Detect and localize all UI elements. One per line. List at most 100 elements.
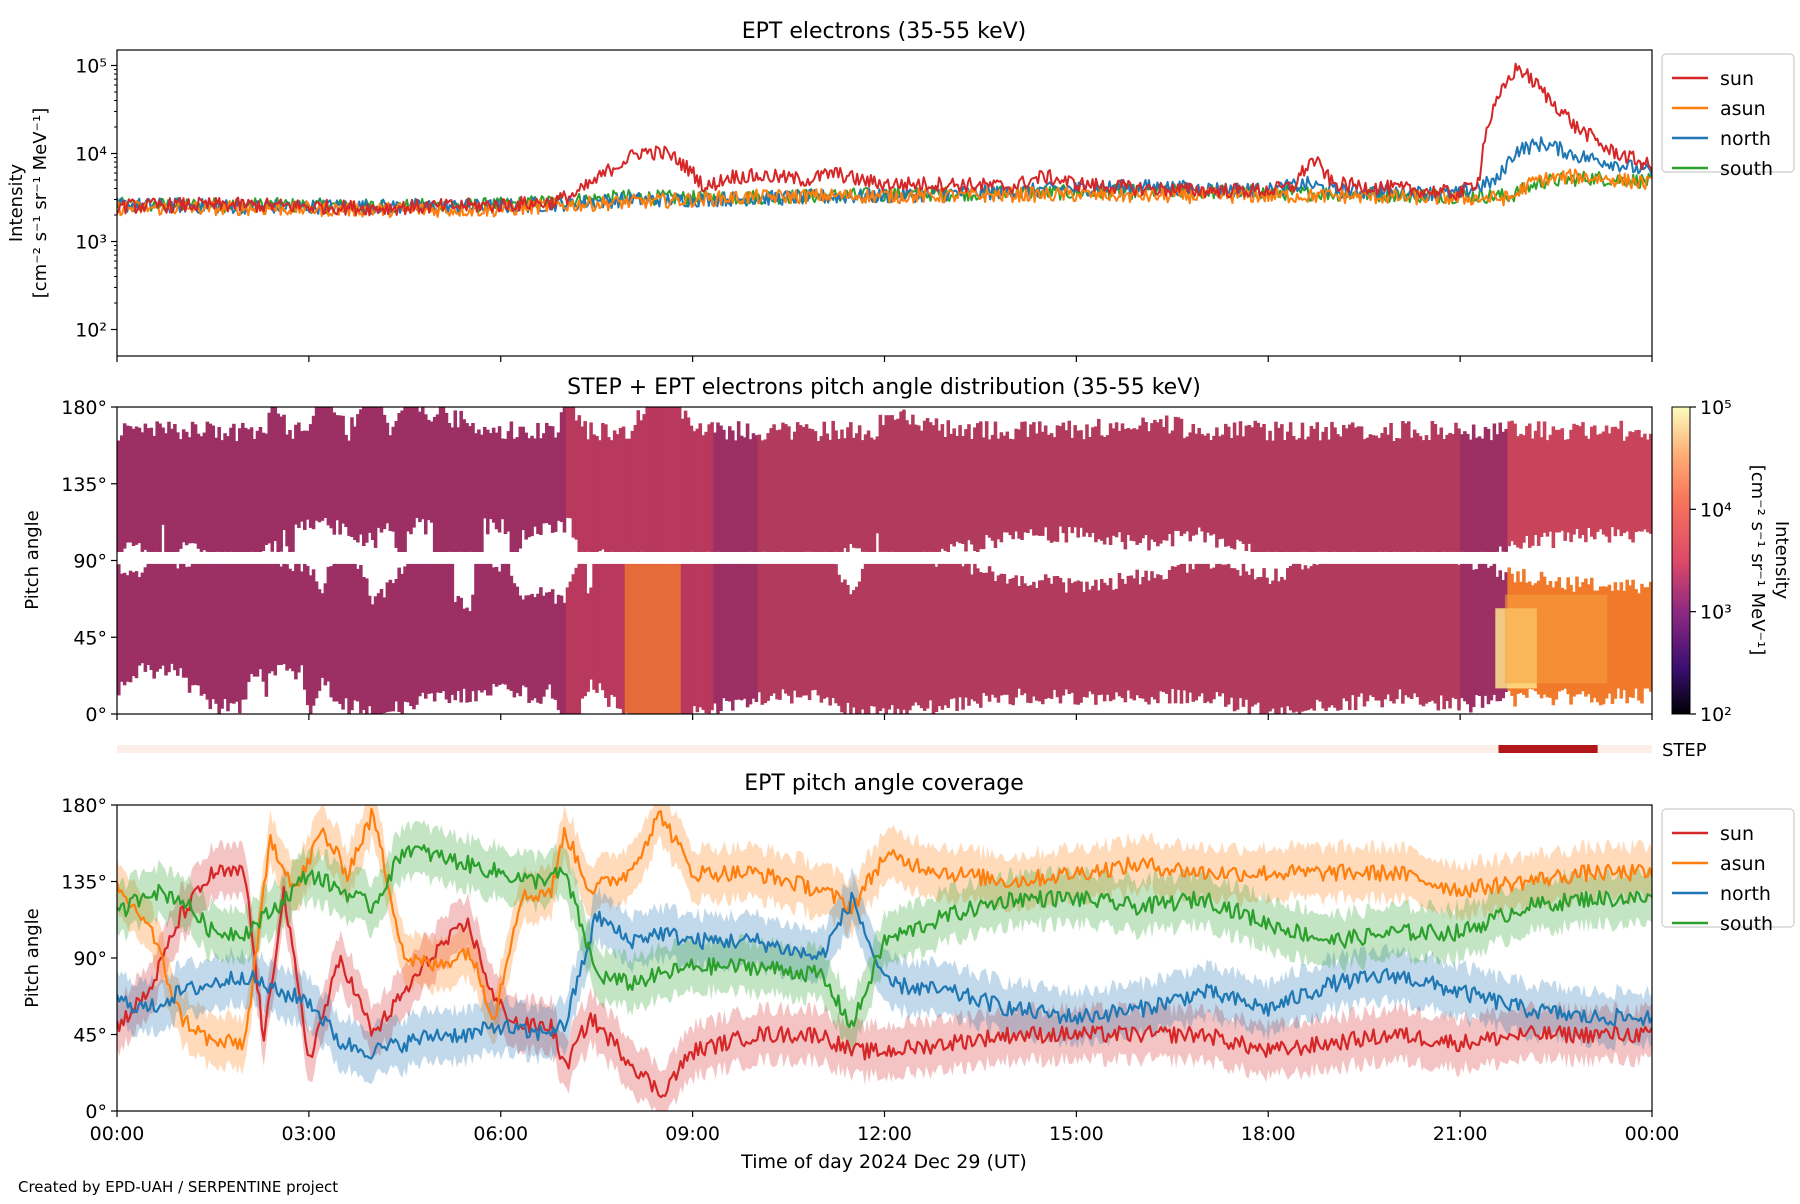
heatmap-column-high xyxy=(1359,426,1364,552)
heatmap-column-high xyxy=(1129,429,1134,541)
panel1-title: EPT electrons (35-55 keV) xyxy=(742,19,1027,44)
heatmap-column-low xyxy=(607,563,611,707)
heatmap-column-low xyxy=(1377,563,1382,701)
heatmap-column-high xyxy=(1533,430,1538,535)
heatmap-column-low xyxy=(769,563,773,696)
heatmap-column-high xyxy=(117,440,121,552)
heatmap-column-high xyxy=(214,437,218,552)
heatmap-column-low xyxy=(506,563,511,690)
heatmap-column-low xyxy=(1297,563,1302,714)
heatmap-column-high xyxy=(1082,439,1086,537)
heatmap-column-high xyxy=(512,438,517,552)
panel1-legend-label-south: south xyxy=(1720,158,1773,180)
heatmap-column-high xyxy=(914,424,918,552)
heatmap-column-high xyxy=(220,440,224,552)
heatmap-column-low xyxy=(1607,584,1612,694)
heatmap-column-low xyxy=(1026,585,1030,703)
heatmap-column-low xyxy=(1035,588,1039,701)
heatmap-column-low xyxy=(648,563,652,714)
heatmap-column-low xyxy=(394,579,399,702)
heatmap-column-low xyxy=(545,592,549,690)
heatmap-column-low xyxy=(193,563,198,685)
heatmap-column-low xyxy=(273,563,278,676)
heatmap-column-low xyxy=(674,563,679,714)
heatmap-column-low xyxy=(1159,575,1163,692)
heatmap-column-high xyxy=(607,437,611,552)
heatmap-column-high xyxy=(465,423,469,552)
colorbar-tick-label: 10³ xyxy=(1700,602,1732,624)
heatmap-column-low xyxy=(1415,563,1420,698)
heatmap-column-high xyxy=(515,437,520,552)
heatmap-column-high xyxy=(1531,438,1535,546)
heatmap-column-high xyxy=(1297,438,1302,552)
heatmap-column-low xyxy=(849,594,853,714)
heatmap-column-low xyxy=(1179,563,1184,704)
heatmap-column-high xyxy=(1150,423,1154,540)
heatmap-column-low xyxy=(1451,563,1455,698)
heatmap-column-high xyxy=(1486,428,1491,552)
heatmap-column-high xyxy=(583,421,587,552)
heatmap-column-low xyxy=(1277,581,1281,714)
heatmap-column-high xyxy=(1451,434,1455,552)
heatmap-column-high xyxy=(1091,427,1095,533)
panel3-title: EPT pitch angle coverage xyxy=(744,771,1024,796)
heatmap-column-high xyxy=(1306,436,1311,552)
heatmap-column-high xyxy=(725,439,729,552)
heatmap-column-high xyxy=(1649,433,1652,534)
heatmap-column-high xyxy=(1032,422,1036,536)
heatmap-column-low xyxy=(1265,577,1269,714)
heatmap-column-high xyxy=(539,438,543,535)
heatmap-column-low xyxy=(1427,563,1432,702)
heatmap-column-high xyxy=(719,425,723,552)
heatmap-column-low xyxy=(131,572,136,677)
heatmap-column-high xyxy=(329,407,334,529)
heatmap-column-high xyxy=(418,411,422,523)
heatmap-column-high xyxy=(1469,439,1473,552)
heatmap-column-low xyxy=(294,563,298,680)
heatmap-column-high xyxy=(707,424,711,552)
heatmap-column-high xyxy=(480,434,484,552)
heatmap-column-low xyxy=(757,563,762,693)
heatmap-column-low xyxy=(332,563,337,702)
heatmap-column-low xyxy=(1619,582,1624,699)
heatmap-column-high xyxy=(1439,427,1444,552)
heatmap-column-high xyxy=(1162,427,1166,541)
heatmap-column-low xyxy=(1070,583,1075,693)
step-label: STEP xyxy=(1662,740,1707,761)
heatmap-column-high xyxy=(376,407,381,528)
heatmap-column-high xyxy=(1637,429,1641,532)
heatmap-column-low xyxy=(1457,564,1461,711)
heatmap-column-low xyxy=(716,563,720,714)
heatmap-column-high xyxy=(264,433,269,545)
heatmap-column-low xyxy=(300,571,304,666)
heatmap-column-high xyxy=(1409,437,1414,552)
colorbar-label-line2: [cm⁻² s⁻¹ sr⁻¹ MeV⁻¹] xyxy=(1747,465,1768,656)
heatmap-column-high xyxy=(852,437,856,548)
heatmap-column-high xyxy=(1374,435,1379,552)
heatmap-column-high xyxy=(1401,421,1405,552)
heatmap-column-low xyxy=(1637,593,1641,701)
heatmap-column-high xyxy=(382,414,387,530)
heatmap-column-high xyxy=(778,429,782,552)
heatmap-column-low xyxy=(925,563,930,709)
heatmap-column-low xyxy=(370,604,375,714)
heatmap-column-high xyxy=(1581,422,1585,535)
heatmap-column-high xyxy=(279,416,283,552)
heatmap-column-low xyxy=(1646,587,1650,689)
heatmap-column-low xyxy=(672,563,676,714)
heatmap-column-low xyxy=(1371,563,1376,697)
heatmap-column-high xyxy=(884,415,889,552)
heatmap-column-low xyxy=(412,563,416,710)
heatmap-column-high xyxy=(893,419,897,552)
heatmap-column-low xyxy=(955,563,959,711)
heatmap-column-high xyxy=(273,407,278,542)
panel3-series-north xyxy=(117,891,1652,1060)
heatmap-column-high xyxy=(1043,425,1048,528)
heatmap-column-low xyxy=(677,563,682,714)
panel3-ylabel: Pitch angle xyxy=(22,908,43,1007)
heatmap-column-high xyxy=(1126,428,1131,535)
heatmap-column-low xyxy=(1315,564,1320,700)
heatmap-column-high xyxy=(1041,431,1045,536)
heatmap-column-high xyxy=(152,435,156,552)
heatmap-column-low xyxy=(831,563,835,698)
